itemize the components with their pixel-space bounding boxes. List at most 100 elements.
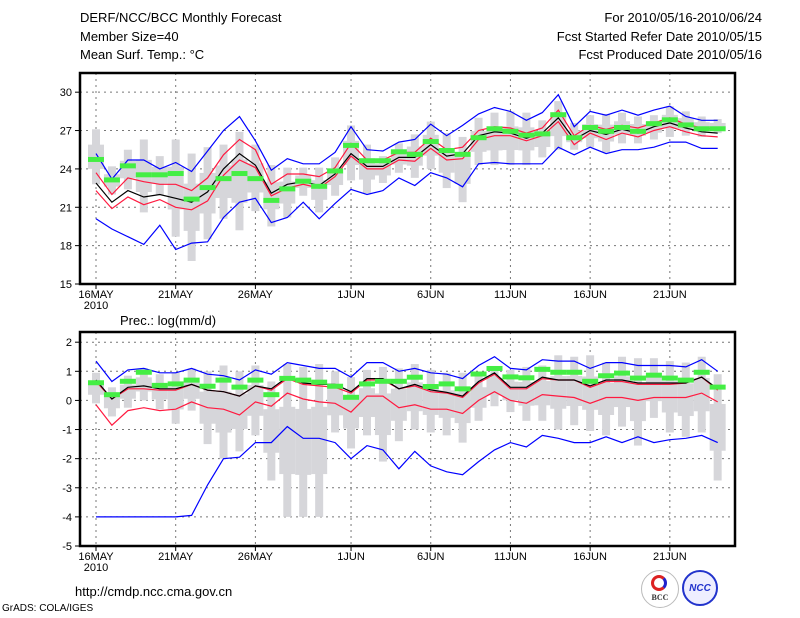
observed-marker: [151, 382, 168, 388]
ensemble-box: [263, 409, 280, 453]
ensemble-box: [709, 403, 726, 451]
observed-marker: [645, 372, 662, 378]
ensemble-box: [231, 159, 248, 203]
figure-title: DERF/NCC/BCC Monthly Forecast: [80, 10, 282, 25]
observed-marker: [88, 156, 104, 162]
ensemble-box: [438, 390, 455, 418]
ensemble-box: [677, 383, 694, 417]
series-lower-line: [95, 120, 718, 211]
y-tick-label: -2: [62, 454, 72, 466]
y-tick-label: 21: [60, 202, 72, 214]
x-tick-label: 16MAY: [78, 289, 114, 301]
temperature-panel: 15 18 21 24 27 30 16MAY 21MAY 26MAY 1JUN 6JUN 11JUN…: [60, 71, 737, 312]
observed-marker: [311, 183, 328, 189]
bcc-logo-text: BCC: [651, 593, 669, 602]
observed-marker: [598, 128, 615, 134]
started-date: Fcst Started Refer Date 2010/05/15: [556, 29, 762, 44]
ensemble-box: [183, 183, 200, 231]
observed-marker: [279, 186, 296, 192]
observed-marker: [677, 122, 694, 128]
observed-marker: [135, 369, 152, 375]
plot-frame: [78, 330, 737, 548]
observed-marker: [135, 172, 152, 178]
x-tick-label: 21JUN: [653, 289, 687, 301]
x-tick-label: 16JUN: [573, 289, 607, 301]
ensemble-box: [454, 155, 471, 184]
forecast-period: For 2010/05/16-2010/06/24: [604, 10, 762, 25]
observed-marker: [438, 381, 455, 387]
observed-marker: [119, 163, 136, 169]
observed-marker: [486, 126, 503, 132]
observed-marker: [582, 124, 599, 130]
observed-marker: [103, 392, 120, 398]
observed-marker: [374, 158, 391, 164]
x-tick-label: 21MAY: [158, 551, 194, 563]
x-tick-label: 21MAY: [158, 289, 194, 301]
observed-marker: [327, 168, 344, 174]
observed-marker: [215, 176, 232, 182]
produced-date: Fcst Produced Date 2010/05/16: [578, 47, 762, 62]
bcc-emblem-icon: [651, 575, 667, 591]
y-tick-label: -3: [62, 483, 72, 495]
y-tick-label: 27: [60, 126, 72, 138]
precipitation-panel: -5 -4 -3 -2 -1 0 1 2 16MAY 21MAY 26MAY 1JUN 6JUN 11JU…: [62, 330, 737, 574]
observed-marker: [103, 177, 120, 183]
y-tick-label: -1: [62, 425, 72, 437]
observed-marker: [263, 197, 280, 203]
bcc-logo: BCC: [641, 570, 679, 608]
observed-marker: [390, 378, 407, 384]
observed-marker: [343, 142, 360, 148]
observed-marker: [661, 375, 678, 381]
observed-marker: [279, 375, 296, 381]
observed-marker: [454, 386, 471, 392]
ensemble-box: [661, 381, 678, 413]
observed-marker: [550, 112, 567, 118]
observed-marker: [311, 379, 328, 385]
ensemble-box: [199, 172, 216, 214]
observed-marker: [614, 124, 631, 130]
observed-marker: [167, 381, 184, 387]
ensemble-box: [279, 406, 296, 475]
y-tick-label: 15: [60, 279, 72, 291]
ensemble-box: [390, 388, 407, 421]
footer-url[interactable]: http://cmdp.ncc.cma.gov.cn: [75, 584, 233, 599]
ensemble-box: [88, 144, 104, 169]
observed-marker: [295, 178, 312, 184]
observed-marker: [629, 128, 646, 134]
observed-marker: [183, 196, 200, 202]
x-tick-label: 26MAY: [238, 289, 274, 301]
ensemble-box: [534, 380, 551, 406]
y-tick-label: 0: [66, 395, 72, 407]
observed-marker: [502, 128, 519, 134]
observed-marker: [422, 139, 439, 145]
ensemble-box: [215, 165, 232, 199]
observed-marker: [390, 149, 407, 155]
series-max-line: [95, 355, 719, 383]
ensemble-box: [598, 382, 615, 415]
ensemble-box: [311, 406, 328, 475]
observed-marker: [358, 381, 375, 387]
observed-marker: [693, 126, 710, 132]
observed-marker: [231, 171, 248, 177]
observed-marker: [502, 374, 519, 380]
observed-marker: [199, 185, 216, 191]
observed-marker: [358, 158, 375, 164]
observed-marker: [119, 378, 136, 384]
ensemble-box: [406, 382, 423, 412]
ensemble-box: [119, 384, 136, 399]
observed-marker: [677, 377, 694, 383]
observed-marker: [566, 135, 583, 141]
observed-marker: [438, 148, 455, 154]
observed-marker: [263, 392, 280, 398]
ensemble-box: [247, 385, 264, 416]
x-tick-label: 6JUN: [417, 551, 445, 563]
y-tick-label: -5: [62, 541, 72, 553]
ensemble-box: [183, 380, 200, 399]
x-tick-label: 26MAY: [238, 551, 274, 563]
plot-frame: [78, 71, 737, 286]
ensemble-box: [518, 382, 535, 406]
observed-marker: [550, 369, 567, 375]
ncc-logo-text: NCC: [689, 583, 711, 594]
